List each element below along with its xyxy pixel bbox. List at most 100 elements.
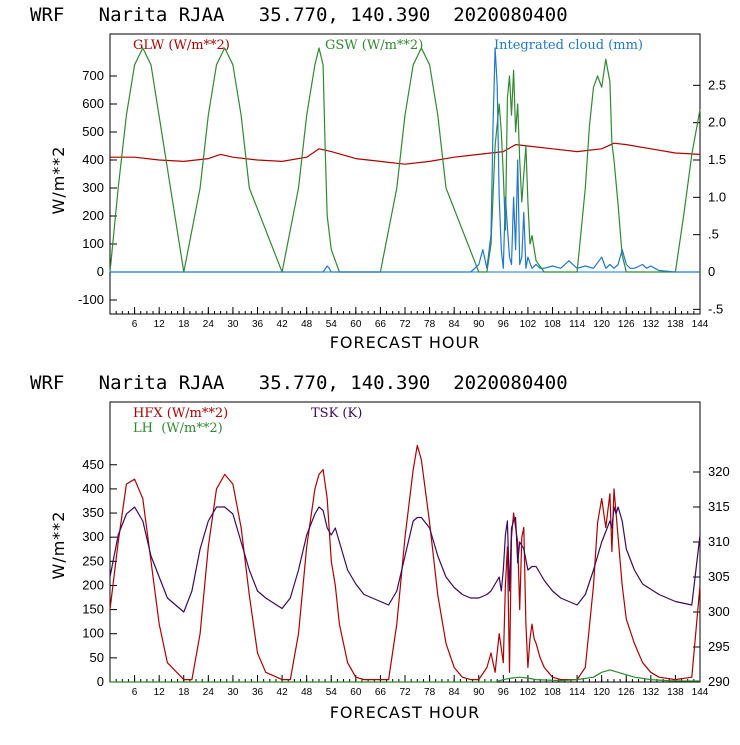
panel1-xtick-label: 54 xyxy=(326,319,338,330)
panel1-ytick-label: 700 xyxy=(82,68,104,83)
panel2-ytick-label: 150 xyxy=(82,602,104,617)
panel1-ytick-label: 100 xyxy=(82,236,104,251)
panel2-title: WRF Narita RJAA 35.770, 140.390 20200804… xyxy=(30,372,568,394)
panel1-xtick-label: 90 xyxy=(473,319,485,330)
panel1-xtick-label: 42 xyxy=(277,319,289,330)
panel2-xlabel: FORECAST HOUR xyxy=(330,703,481,722)
panel2-xtick-label: 114 xyxy=(569,687,585,698)
panel1-ytick-label: 300 xyxy=(82,180,104,195)
panel1-xtick-label: 30 xyxy=(227,319,239,330)
panel2-xtick-label: 102 xyxy=(520,687,537,698)
panel1-xtick-label: 6 xyxy=(132,319,138,330)
panel1-y2tick-label: 2.0 xyxy=(708,115,726,130)
panel1-xtick-label: 138 xyxy=(667,319,684,330)
panel2-ytick-label: 300 xyxy=(82,529,104,544)
panel2-legend-hfx: HFX (W/m**2) xyxy=(133,406,228,421)
panel1-xtick-label: 102 xyxy=(520,319,537,330)
panel2-ytick-label: 250 xyxy=(82,553,104,568)
panel2-ytick-label: 100 xyxy=(82,626,104,641)
panel2-xtick-label: 120 xyxy=(593,687,610,698)
panel2-y2tick-label: 300 xyxy=(708,604,730,619)
panel1-series-cloud-line xyxy=(110,47,700,273)
panel2-xtick-label: 108 xyxy=(544,687,561,698)
panel2-y2tick-label: 310 xyxy=(708,534,730,549)
panel1-axes: 6 12 18 24 30 36 42 48 54 60 66 72 78 84 90 96 102 108 114… xyxy=(78,68,726,330)
panel1-ylabel: W/m**2 xyxy=(49,146,68,215)
panel2-ylabel: W/m**2 xyxy=(49,511,68,580)
panel2-xtick-label: 48 xyxy=(301,687,313,698)
panel1-y2tick-label: 0 xyxy=(708,264,715,279)
panel1-y2tick-label: 2.5 xyxy=(708,77,726,92)
panel2-xtick-label: 126 xyxy=(618,687,635,698)
panel2-xtick-label: 60 xyxy=(350,687,362,698)
panel2-xtick-label: 72 xyxy=(399,687,411,698)
panel1-ytick-label: 0 xyxy=(97,264,104,279)
panel1-y2tick-label: 1.5 xyxy=(708,152,726,167)
panel1-ytick-label: 400 xyxy=(82,152,104,167)
panel1-title: WRF Narita RJAA 35.770, 140.390 20200804… xyxy=(30,4,568,26)
panel2-xtick-label: 138 xyxy=(667,687,684,698)
panel2-legend-tsk: TSK (K) xyxy=(311,406,362,421)
panel1-series-glw-line xyxy=(110,142,701,165)
panel1-xtick-label: 36 xyxy=(252,319,264,330)
panel1-xtick-label: 78 xyxy=(424,319,436,330)
panel2-y2tick-label: 320 xyxy=(708,464,730,479)
panel2-y2tick-label: 315 xyxy=(708,499,730,514)
panel2-ytick-label: 400 xyxy=(82,481,104,496)
panel2-ytick-label: 200 xyxy=(82,577,104,592)
panel2-xtick-label: 6 xyxy=(132,687,138,698)
panel1-legend-cloud: Integrated cloud (mm) xyxy=(494,38,643,53)
panel2-xtick-label: 66 xyxy=(375,687,387,698)
panel1-ytick-label: -100 xyxy=(78,292,104,307)
panel1-xtick-label: 12 xyxy=(154,319,166,330)
panel2-xtick-label: 18 xyxy=(178,687,190,698)
panel1-ytick-label: 200 xyxy=(82,208,104,223)
panel1-xtick-label: 66 xyxy=(375,319,387,330)
panel1-xtick-label: 108 xyxy=(544,319,561,330)
panel2-xtick-label: 132 xyxy=(642,687,659,698)
panel2-series xyxy=(109,444,701,683)
panel2-series-hfx-line xyxy=(109,444,701,681)
panel2-xtick-label: 96 xyxy=(498,687,510,698)
panel1-xtick-label: 120 xyxy=(593,319,610,330)
panel2-ytick-label: 450 xyxy=(82,457,104,472)
panel2-xtick-label: 36 xyxy=(252,687,264,698)
panel2-y2tick-label: 305 xyxy=(708,569,730,584)
panel1-xtick-label: 24 xyxy=(203,319,215,330)
panel1-y2tick-label: -.5 xyxy=(708,301,723,316)
panel2-legend-lh: LH (W/m**2) xyxy=(133,421,223,436)
panel1-ytick-label: 600 xyxy=(82,96,104,111)
panel1-ytick-label: 500 xyxy=(82,124,104,139)
panel2-xtick-label: 12 xyxy=(154,687,166,698)
panel2-xtick-label: 30 xyxy=(227,687,239,698)
panel1-xtick-label: 96 xyxy=(498,319,510,330)
panel2-xtick-label: 24 xyxy=(203,687,215,698)
panel2-xtick-label: 90 xyxy=(473,687,485,698)
panel1-xtick-label: 60 xyxy=(350,319,362,330)
panel2-series-tsk-line xyxy=(109,506,701,613)
panel2-y2tick-label: 290 xyxy=(708,674,730,689)
panel1-series xyxy=(109,47,701,273)
panel2-y2tick-label: 295 xyxy=(708,639,730,654)
panel2-xtick-label: 42 xyxy=(277,687,289,698)
panel1-xtick-label: 72 xyxy=(399,319,411,330)
panel1-y2tick-label: 1.0 xyxy=(708,189,726,204)
panel2-xtick-label: 78 xyxy=(424,687,436,698)
panel2-ytick-label: 50 xyxy=(90,650,104,665)
panel1-xtick-label: 132 xyxy=(642,319,659,330)
panel1-xtick-label: 48 xyxy=(301,319,313,330)
panel1-xlabel: FORECAST HOUR xyxy=(330,333,481,352)
panel1-legend-gsw: GSW (W/m**2) xyxy=(325,38,423,53)
panel1-xtick-label: 144 xyxy=(692,319,709,330)
panel1-y2tick-label: .5 xyxy=(708,227,719,242)
panel1-xtick-label: 126 xyxy=(618,319,635,330)
panel1-xtick-label: 114 xyxy=(569,319,585,330)
panel2-xtick-label: 54 xyxy=(326,687,338,698)
panel2-ytick-label: 350 xyxy=(82,505,104,520)
panel2-xtick-label: 84 xyxy=(449,687,461,698)
panel2-ytick-label: 0 xyxy=(97,674,104,689)
panel2-axes: 6 12 18 24 30 36 42 48 54 60 66 72 78 84 90 96 102 108 114… xyxy=(82,457,729,698)
panel1-xtick-label: 84 xyxy=(449,319,461,330)
